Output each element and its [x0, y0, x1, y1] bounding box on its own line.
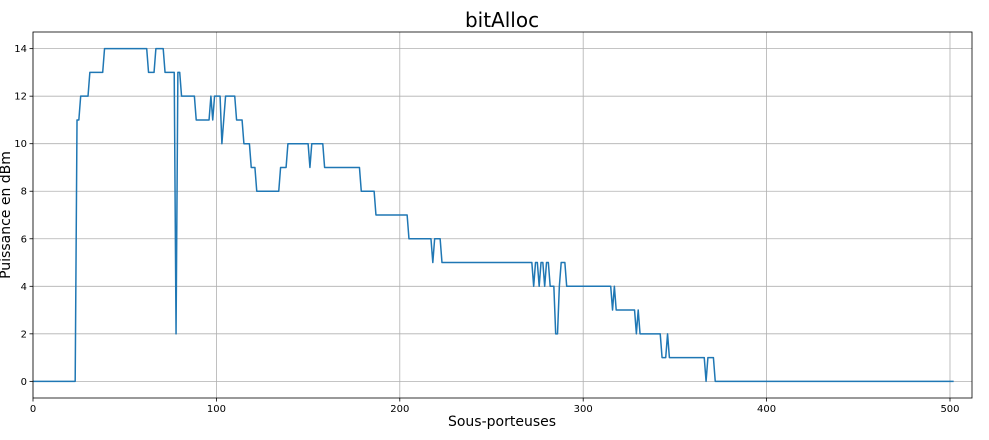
- x-tick-label: 200: [390, 404, 409, 415]
- x-tick-label: 500: [940, 404, 959, 415]
- x-tick-label: 0: [30, 404, 36, 415]
- series-layer: [33, 47, 954, 383]
- x-axis-label: Sous-porteuses: [448, 414, 556, 430]
- x-axis: 0 100 200 300 400 500: [30, 398, 960, 415]
- x-tick-label: 400: [757, 404, 776, 415]
- y-tick-label: 14: [14, 44, 27, 55]
- y-tick-label: 8: [21, 187, 27, 198]
- y-tick-label: 6: [21, 234, 27, 245]
- axes-frame: [32, 31, 973, 399]
- series-line: [33, 47, 954, 383]
- y-tick-label: 10: [14, 139, 27, 150]
- y-tick-label: 0: [21, 377, 27, 388]
- y-axis-label: Puissance en dBm: [0, 151, 14, 279]
- x-tick-label: 100: [207, 404, 226, 415]
- chart-title: bitAlloc: [465, 8, 539, 32]
- y-axis: 0 2 4 6 8 10 12 14: [14, 44, 33, 388]
- y-tick-label: 12: [14, 92, 27, 103]
- x-tick-label: 300: [574, 404, 593, 415]
- y-tick-label: 2: [21, 329, 27, 340]
- y-tick-label: 4: [21, 282, 27, 293]
